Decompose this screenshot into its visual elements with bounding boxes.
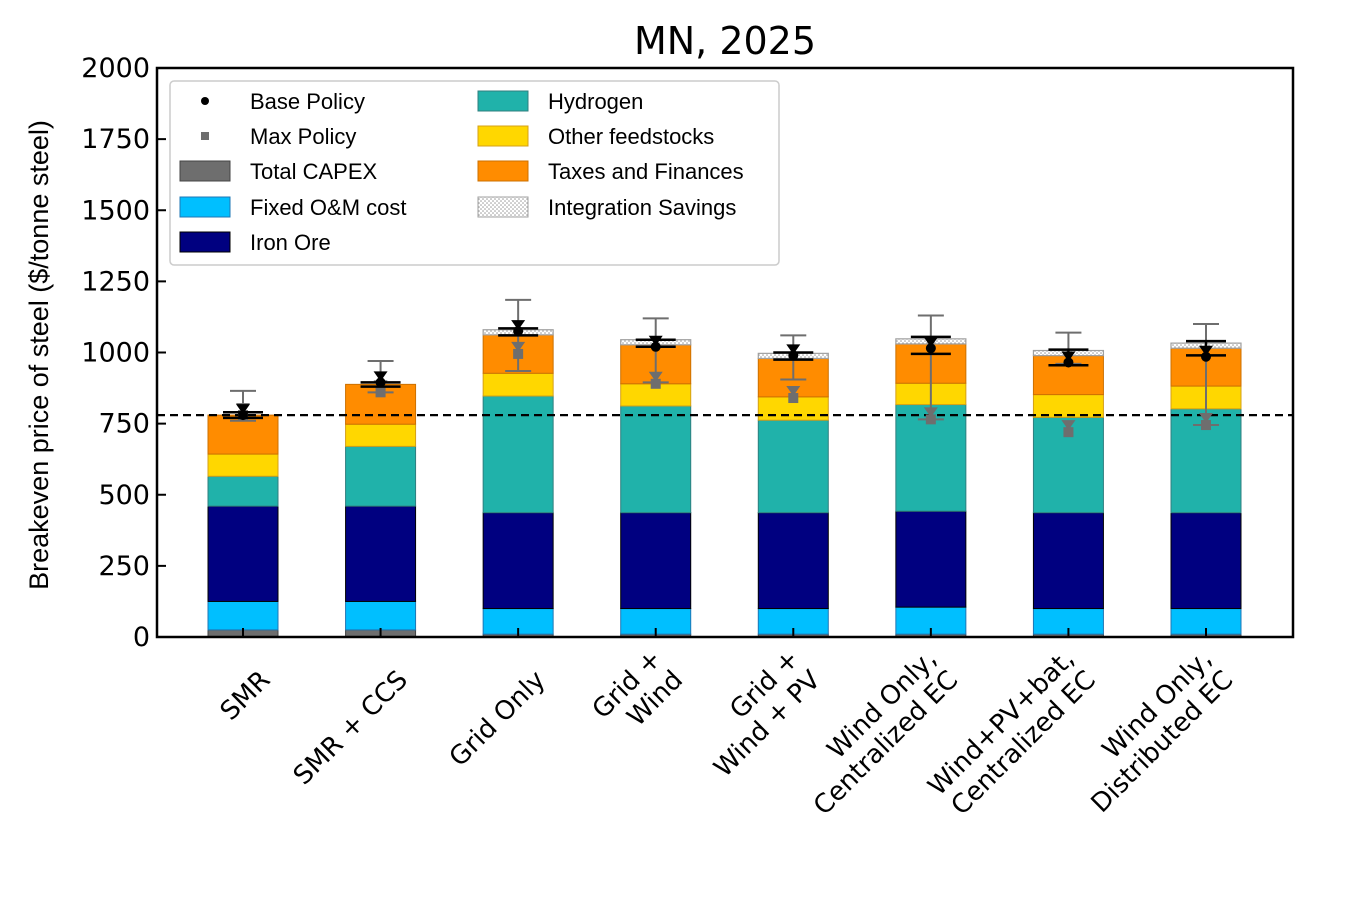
y-tick-label-7: 1750 xyxy=(81,124,150,155)
base-policy-arrow-2 xyxy=(511,320,526,331)
y-tick-label-0: 0 xyxy=(133,622,150,653)
base-policy-arrow-5 xyxy=(923,337,938,348)
base-policy-marker-3 xyxy=(650,341,661,352)
legend-swatch-4 xyxy=(179,231,231,253)
x-tick-label-line: SMR + CCS xyxy=(288,665,414,791)
legend-swatch-7 xyxy=(477,160,529,182)
legend-label-1: Max Policy xyxy=(250,124,356,149)
bar-other-feedstocks-2 xyxy=(482,372,554,397)
bar-iron-ore-6 xyxy=(1032,512,1104,610)
legend-base-policy-marker xyxy=(201,97,209,105)
legend-label-3: Fixed O&M cost xyxy=(250,195,406,220)
bar-hydrogen-0 xyxy=(207,475,279,507)
legend-box xyxy=(169,80,780,266)
base-policy-marker-2 xyxy=(513,326,524,337)
max-policy-arrow-2 xyxy=(511,341,526,352)
y-tick-label-1: 250 xyxy=(98,551,150,582)
bar-other-feedstocks-0 xyxy=(207,453,279,477)
max-policy-marker-1 xyxy=(375,387,386,398)
legend-label-7: Taxes and Finances xyxy=(548,159,744,184)
base-policy-marker-6 xyxy=(1063,357,1074,368)
base-policy-arrow-6 xyxy=(1061,351,1076,362)
base-policy-marker-5 xyxy=(925,343,936,354)
bar-hydrogen-2 xyxy=(482,395,554,514)
base-policy-arrow-3 xyxy=(648,335,663,346)
bar-iron-ore-7 xyxy=(1170,512,1242,610)
legend-swatch-8 xyxy=(477,196,529,218)
bar-fixed-o-m-cost-0 xyxy=(207,600,279,631)
x-tick-label-line: Grid Only xyxy=(444,665,552,773)
bar-hydrogen-3 xyxy=(620,405,692,514)
legend-label-5: Hydrogen xyxy=(548,89,643,114)
bar-other-feedstocks-1 xyxy=(345,423,417,447)
bar-iron-ore-3 xyxy=(620,512,692,610)
base-policy-arrow-7 xyxy=(1199,345,1213,356)
base-policy-marker-1 xyxy=(375,377,386,388)
x-tick-label-0: SMR xyxy=(215,665,277,727)
base-policy-arrow-1 xyxy=(373,371,388,382)
x-tick-label-7: Wind Only,Distributed EC xyxy=(1086,644,1240,819)
base-policy-arrow-0 xyxy=(236,404,250,415)
max-policy-marker-7 xyxy=(1201,420,1211,431)
bar-other-feedstocks-6 xyxy=(1032,394,1104,418)
x-tick-label-3: Grid +Wind xyxy=(587,644,689,733)
base-policy-marker-0 xyxy=(238,410,248,421)
max-policy-arrow-6 xyxy=(1061,420,1076,431)
max-policy-marker-6 xyxy=(1063,427,1074,438)
bar-iron-ore-0 xyxy=(207,505,279,602)
bar-fixed-o-m-cost-1 xyxy=(345,600,417,631)
legend-label-2: Total CAPEX xyxy=(250,159,377,184)
y-axis-label: Breakeven price of steel ($/tonne steel) xyxy=(24,120,54,590)
y-tick-label-2: 500 xyxy=(98,480,150,511)
bar-hydrogen-4 xyxy=(757,419,829,514)
max-policy-marker-5 xyxy=(925,414,936,425)
max-policy-arrow-3 xyxy=(648,371,663,382)
y-tick-label-6: 1500 xyxy=(81,195,150,226)
chart-title: MN, 2025 xyxy=(634,19,816,63)
x-tick-label-line: SMR xyxy=(215,665,277,727)
max-policy-arrow-4 xyxy=(786,386,801,397)
y-tick-label-8: 2000 xyxy=(81,53,150,84)
legend-label-6: Other feedstocks xyxy=(548,124,714,149)
bar-hydrogen-1 xyxy=(345,445,417,507)
x-tick-label-6: Wind+PV+bat,Centralized EC xyxy=(923,644,1102,821)
base-policy-marker-7 xyxy=(1201,351,1211,362)
legend-swatch-6 xyxy=(477,125,529,147)
base-policy-arrow-4 xyxy=(786,344,801,355)
legend-label-8: Integration Savings xyxy=(548,195,736,220)
y-tick-label-4: 1000 xyxy=(81,338,150,369)
bar-iron-ore-5 xyxy=(895,510,967,608)
legend: Base Policy Max Policy Total CAPEX Fixed O&… xyxy=(169,80,780,266)
legend-max-policy-marker xyxy=(201,132,209,140)
max-policy-marker-3 xyxy=(650,378,661,389)
bar-iron-ore-2 xyxy=(482,512,554,610)
bar-iron-ore-4 xyxy=(757,512,829,610)
x-tick-label-1: SMR + CCS xyxy=(288,665,414,791)
legend-swatch-2 xyxy=(179,160,231,182)
max-policy-arrow-5 xyxy=(923,407,938,418)
max-policy-arrow-7 xyxy=(1199,413,1213,424)
max-policy-marker-4 xyxy=(788,393,799,404)
legend-label-4: Iron Ore xyxy=(250,230,331,255)
y-tick-label-3: 750 xyxy=(98,409,150,440)
x-tick-label-2: Grid Only xyxy=(444,665,552,773)
bar-iron-ore-1 xyxy=(345,505,417,602)
legend-label-0: Base Policy xyxy=(250,89,365,114)
legend-swatch-3 xyxy=(179,196,231,218)
max-policy-marker-2 xyxy=(513,348,524,359)
base-policy-marker-4 xyxy=(788,350,799,361)
y-tick-label-5: 1250 xyxy=(81,266,150,297)
legend-swatch-5 xyxy=(477,90,529,112)
x-tick-label-4: Grid +Wind + PV xyxy=(708,644,826,783)
